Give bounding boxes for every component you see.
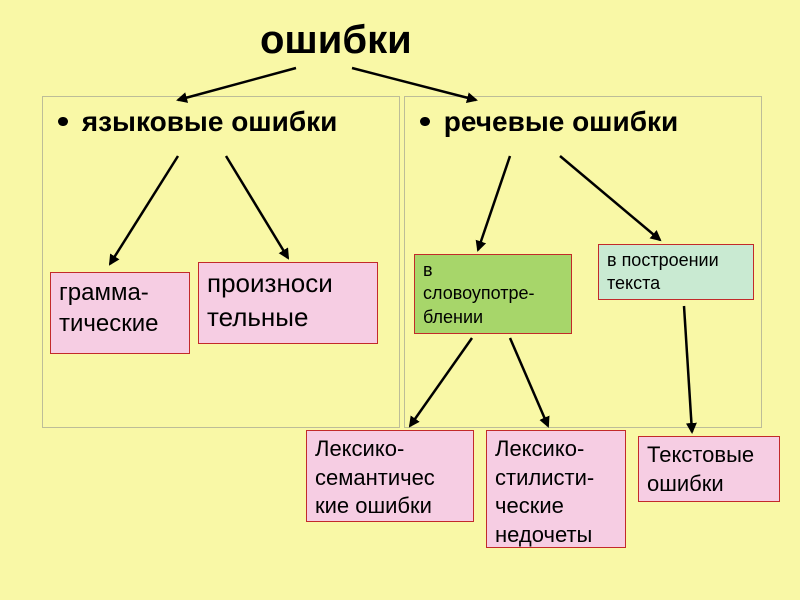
- node-lexico-semantic: Лексико- семантичес кие ошибки: [306, 430, 474, 522]
- node-text-construction-label: в построении текста: [607, 249, 719, 296]
- heading-speech-errors-label: речевые ошибки: [444, 106, 678, 137]
- heading-speech-errors: речевые ошибки: [420, 106, 678, 138]
- node-grammatical: грамма- тические: [50, 272, 190, 354]
- node-word-usage-label: в словоупотре- блении: [423, 259, 535, 329]
- node-grammatical-label: грамма- тические: [59, 277, 159, 339]
- node-word-usage: в словоупотре- блении: [414, 254, 572, 334]
- bullet-icon: [58, 117, 68, 127]
- heading-linguistic-errors: языковые ошибки: [58, 106, 337, 138]
- node-pronunciation: произноси тельные: [198, 262, 378, 344]
- bullet-icon: [420, 117, 430, 127]
- node-text-errors: Текстовые ошибки: [638, 436, 780, 502]
- node-text-errors-label: Текстовые ошибки: [647, 441, 754, 498]
- node-pronunciation-label: произноси тельные: [207, 267, 333, 335]
- node-lexico-stylistic-label: Лексико- стилисти- ческие недочеты: [495, 435, 594, 549]
- diagram-title: ошибки: [260, 18, 412, 63]
- heading-linguistic-errors-label: языковые ошибки: [82, 106, 338, 137]
- node-lexico-semantic-label: Лексико- семантичес кие ошибки: [315, 435, 435, 521]
- node-text-construction: в построении текста: [598, 244, 754, 300]
- node-lexico-stylistic: Лексико- стилисти- ческие недочеты: [486, 430, 626, 548]
